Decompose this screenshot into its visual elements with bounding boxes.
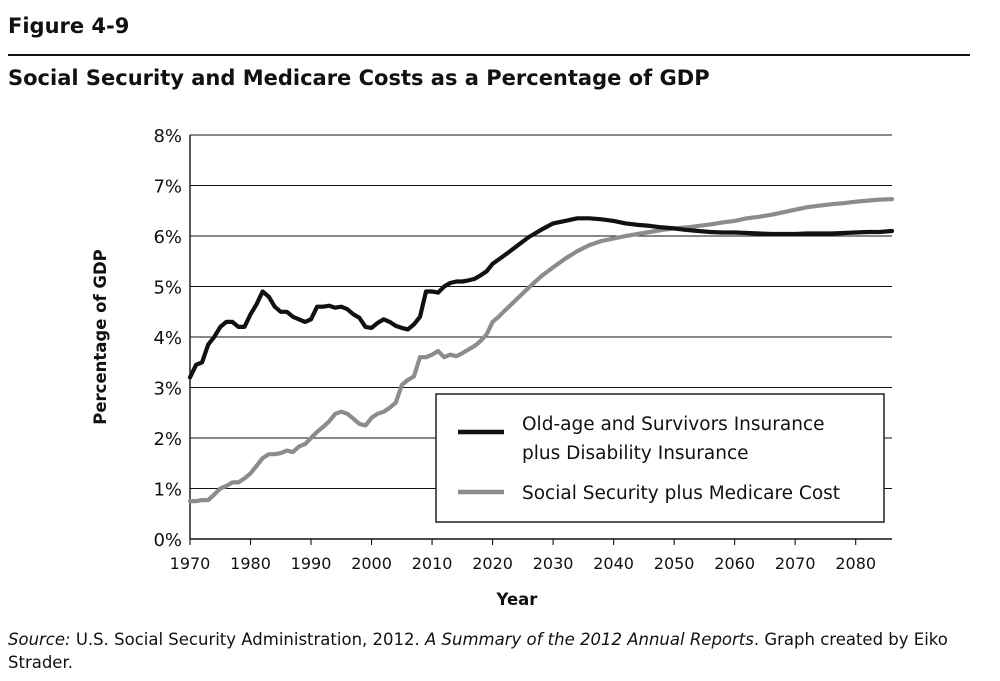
x-axis-title: Year (496, 590, 539, 609)
source-text-2: . Graph created by Eiko Strader. (8, 630, 948, 672)
x-tick-label: 2060 (714, 554, 755, 573)
source-text-1: U.S. Social Security Administration, 201… (70, 630, 425, 649)
y-tick-label: 0% (153, 530, 182, 551)
legend-box (435, 393, 885, 523)
x-tick-label: 1990 (291, 554, 332, 573)
x-tick-label: 2000 (351, 554, 392, 573)
grid-lines (190, 134, 892, 490)
legend-label-ss-medicare: Social Security plus Medicare Cost (522, 483, 840, 504)
legend-label-oasdi-line2: plus Disability Insurance (522, 443, 749, 464)
y-tick-label: 2% (153, 429, 182, 450)
y-tick-label: 7% (153, 177, 182, 198)
series-lines (187, 197, 895, 504)
source-note: Source: U.S. Social Security Administrat… (8, 628, 968, 674)
y-tick-label: 8% (153, 126, 182, 147)
x-tick-label: 1970 (170, 554, 211, 573)
y-tick-label: 6% (153, 227, 182, 248)
series-line-ss-medicare (187, 197, 895, 504)
x-tick-label: 2040 (593, 554, 634, 573)
x-tick-label: 1980 (230, 554, 271, 573)
y-tick-label: 5% (153, 278, 182, 299)
legend: Old-age and Survivors Insurance plus Dis… (435, 393, 885, 523)
x-tick-label: 2030 (533, 554, 574, 573)
title-divider (8, 54, 970, 56)
x-tick-label: 2050 (654, 554, 695, 573)
legend-label-oasdi-line1: Old-age and Survivors Insurance (522, 414, 824, 435)
x-tick-label: 2070 (775, 554, 816, 573)
source-lead: Source: (8, 630, 71, 649)
y-tick-label: 4% (153, 328, 182, 349)
y-tick-label: 1% (153, 480, 182, 501)
source-report-title: A Summary of the 2012 Annual Reports (425, 630, 754, 649)
figure-title: Social Security and Medicare Costs as a … (8, 66, 710, 90)
figure-label: Figure 4-9 (8, 14, 130, 38)
y-tick-label: 3% (153, 379, 182, 400)
series-line-oasdi (187, 216, 895, 380)
x-tick-label: 2080 (835, 554, 876, 573)
x-tick-label: 2010 (412, 554, 453, 573)
x-tick-label: 2020 (472, 554, 513, 573)
y-axis-title: Percentage of GDP (91, 249, 110, 425)
axis-ticks: 0% 1% 2% 3% 4% 5% 6% 7% 8% 1970 1980 1990 2000 2010 20… (153, 126, 876, 573)
